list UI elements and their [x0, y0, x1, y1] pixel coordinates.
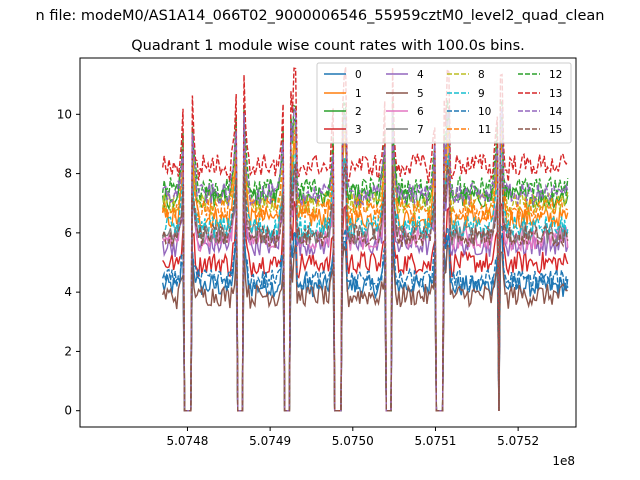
legend-label-13: 13 [549, 88, 562, 100]
y-tick-label: 10 [57, 107, 72, 121]
y-tick-label: 6 [64, 226, 72, 240]
legend-label-2: 2 [355, 106, 362, 118]
y-axis: 0 2 4 6 8 10 [57, 107, 80, 418]
legend-box [316, 62, 572, 144]
x-tick-label: 5.0748 [166, 434, 208, 448]
x-axis: 5.0748 5.0749 5.0750 5.0751 5.0752 [166, 427, 539, 448]
legend-label-14: 14 [549, 106, 563, 118]
legend-label-11: 11 [478, 124, 491, 136]
x-tick-label: 5.0749 [249, 434, 291, 448]
plot-frame [79, 57, 577, 428]
legend-label-0: 0 [355, 69, 362, 81]
series-line-1 [162, 138, 569, 412]
legend-label-9: 9 [478, 88, 485, 100]
x-tick-label: 5.0751 [414, 434, 456, 448]
legend-label-3: 3 [355, 124, 362, 136]
legend-label-15: 15 [549, 124, 562, 136]
legend-label-7: 7 [417, 124, 424, 136]
legend-label-6: 6 [417, 106, 424, 118]
chart-title: Quadrant 1 module wise count rates with … [131, 38, 525, 54]
y-tick-label: 4 [64, 285, 72, 299]
x-offset-label: 1e8 [552, 454, 575, 468]
figure-suptitle: n file: modeM0/AS1A14_066T02_9000006546_… [36, 8, 605, 24]
legend-label-12: 12 [549, 69, 562, 81]
series-line-14 [162, 106, 569, 412]
series-line-15 [161, 163, 569, 412]
x-tick-label: 5.0752 [497, 434, 539, 448]
y-tick-label: 2 [64, 344, 72, 358]
y-tick-label: 8 [64, 167, 72, 181]
legend-label-5: 5 [417, 88, 424, 100]
legend-label-10: 10 [478, 106, 491, 118]
x-tick-label: 5.0750 [332, 434, 374, 448]
legend-label-4: 4 [417, 69, 424, 81]
legend-label-8: 8 [478, 69, 485, 81]
legend-label-1: 1 [355, 88, 362, 100]
y-tick-label: 0 [64, 404, 72, 418]
